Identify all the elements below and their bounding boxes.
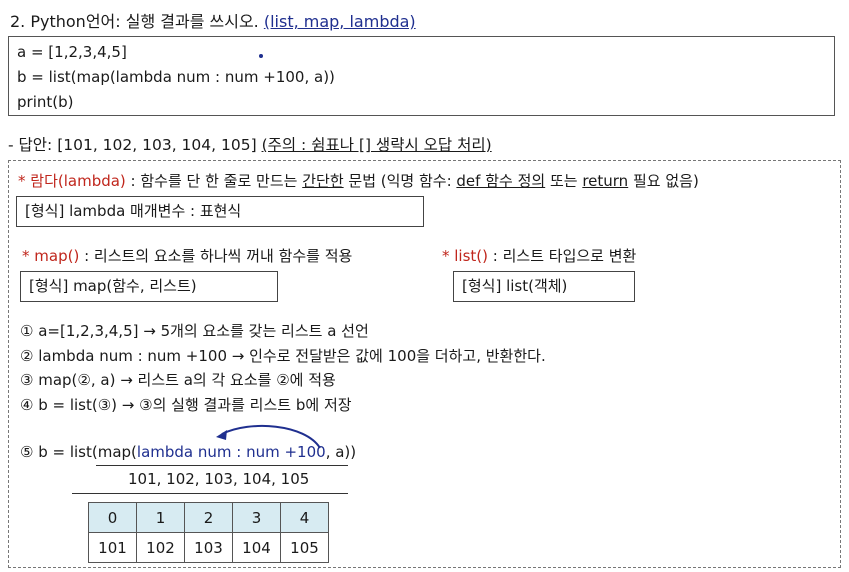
table-cell: 102: [136, 532, 185, 563]
result-table: 0 1 2 3 4 101 102 103 104 105: [88, 502, 329, 563]
table-row-index: 0 1 2 3 4: [88, 502, 329, 533]
lambda-description: * 람다(lambda) : 함수를 단 한 줄로 만드는 간단한 문법 (익명…: [18, 170, 699, 191]
list-description: * list() : 리스트 타입으로 변환: [442, 245, 636, 266]
code-line-3: print(b): [17, 93, 74, 111]
map-desc: : 리스트의 요소를 하나씩 꺼내 함수를 적용: [79, 247, 353, 265]
table-cell: 1: [136, 502, 185, 533]
map-description: * map() : 리스트의 요소를 하나씩 꺼내 함수를 적용: [22, 245, 352, 266]
answer-label: - 답안: [101, 102, 103, 104, 105]: [8, 136, 257, 154]
underline-rule-bottom: [72, 493, 348, 494]
table-cell: 101: [88, 532, 137, 563]
table-cell: 103: [184, 532, 233, 563]
map-form-box: [형식] map(함수, 리스트): [20, 271, 278, 302]
underline-rule-top: [96, 465, 348, 466]
list-desc: : 리스트 타입으로 변환: [488, 247, 637, 265]
step-5-suffix: , a)): [325, 443, 357, 461]
stray-dot: [259, 54, 263, 58]
table-cell: 2: [184, 502, 233, 533]
lambda-desc-part: : 함수를 단 한 줄로 만드는: [125, 172, 303, 190]
question-hint: (list, map, lambda): [263, 12, 416, 31]
lambda-form-box: [형식] lambda 매개변수 : 표현식: [16, 196, 424, 227]
lambda-desc-part: 문법 (익명 함수:: [343, 172, 457, 190]
step-5-prefix: ⑤ b = list(map(: [20, 443, 137, 461]
curved-arrow-icon: [216, 424, 321, 449]
lambda-desc-underline: 간단한: [302, 172, 344, 190]
lambda-desc-underline: def 함수 정의: [456, 172, 546, 190]
list-form-box: [형식] list(객체): [453, 271, 635, 302]
map-name: * map(): [22, 247, 80, 265]
step-2: ② lambda num : num +100 → 인수로 전달받은 값에 10…: [20, 347, 546, 365]
table-cell: 104: [232, 532, 281, 563]
lambda-name: * 람다(lambda): [18, 172, 126, 190]
step-5: ⑤ b = list(map(lambda num : num +100, a)…: [20, 443, 356, 461]
code-line-1: a = [1,2,3,4,5]: [17, 43, 127, 61]
table-cell: 4: [280, 502, 329, 533]
step-5-lambda: lambda num : num +100: [136, 443, 326, 461]
lambda-desc-part: 또는: [545, 172, 583, 190]
step-4: ④ b = list(③) → ③의 실행 결과를 리스트 b에 저장: [20, 396, 352, 414]
code-box: a = [1,2,3,4,5] b = list(map(lambda num …: [8, 36, 835, 116]
lambda-desc-part: 필요 없음): [628, 172, 699, 190]
answer-line: - 답안: [101, 102, 103, 104, 105] (주의 : 쉼표…: [8, 133, 492, 155]
table-cell: 0: [88, 502, 137, 533]
question-title: 2. Python언어: 실행 결과를 쓰시오. (list, map, lam…: [10, 8, 416, 32]
table-cell: 105: [280, 532, 329, 563]
explanation-box: [8, 160, 841, 568]
code-line-2: b = list(map(lambda num : num +100, a)): [17, 68, 335, 86]
step-1: ① a=[1,2,3,4,5] → 5개의 요소를 갖는 리스트 a 선언: [20, 322, 369, 340]
question-text: 2. Python언어: 실행 결과를 쓰시오.: [10, 12, 259, 31]
answer-note: (주의 : 쉼표나 [] 생략시 오답 처리): [261, 136, 492, 154]
list-name: * list(): [442, 247, 489, 265]
table-row-values: 101 102 103 104 105: [88, 532, 329, 563]
lambda-desc-underline: return: [582, 172, 629, 190]
step-5-result: 101, 102, 103, 104, 105: [128, 470, 310, 488]
step-3: ③ map(②, a) → 리스트 a의 각 요소를 ②에 적용: [20, 371, 336, 389]
table-cell: 3: [232, 502, 281, 533]
